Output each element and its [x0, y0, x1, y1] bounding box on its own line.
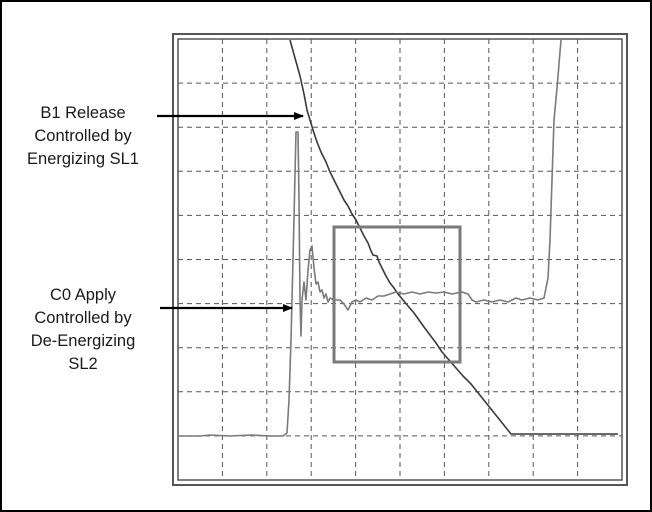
c0-annotation-line-2: Controlled by — [34, 309, 132, 327]
b1-annotation-line-2: Controlled by — [34, 127, 132, 145]
c0-apply-annotation: C0 Apply Controlled by De-Energizing SL2 — [12, 284, 154, 376]
b1-release-annotation: B1 Release Controlled by Energizing SL1 — [8, 102, 158, 171]
b1-annotation-line-3: Energizing SL1 — [27, 150, 139, 168]
c0-annotation-line-3: De-Energizing — [30, 332, 136, 350]
highlight-box — [332, 225, 462, 364]
c0-apply-trace — [178, 39, 562, 437]
c0-annotation-line-1: C0 Apply — [49, 286, 117, 304]
scope-screen-outer — [172, 33, 628, 486]
b1-annotation-line-1: B1 Release — [40, 104, 126, 122]
b1-release-trace — [289, 39, 618, 435]
c0-annotation-line-4: SL2 — [68, 355, 98, 373]
scope-grid — [178, 39, 622, 480]
